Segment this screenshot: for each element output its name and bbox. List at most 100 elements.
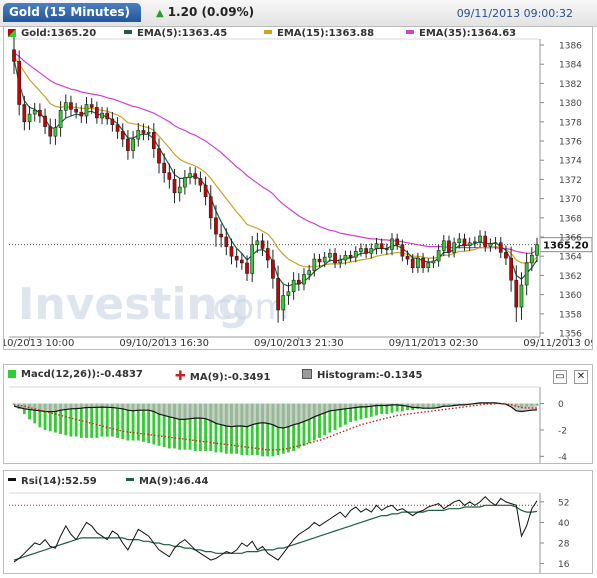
histogram-bar (38, 403, 42, 428)
candle-body (447, 240, 451, 253)
histogram-swatch-icon (302, 369, 312, 379)
candle-body (535, 244, 539, 256)
candle-body (157, 148, 161, 164)
candle-body (390, 238, 394, 250)
candle-body (214, 217, 218, 235)
candle-body (53, 127, 58, 137)
y-tick-label: 1386 (559, 42, 582, 52)
histogram-bar (188, 403, 192, 450)
legend-histogram-label: Histogram:-0.1345 (317, 370, 423, 381)
candle-body (488, 243, 493, 247)
candle-body (198, 178, 203, 186)
legend-histogram: Histogram:-0.1345 (302, 369, 422, 381)
histogram-bar (136, 403, 140, 441)
legend-macd-ma: ✚ MA(9):-0.3491 (175, 369, 270, 384)
candle-body (229, 246, 234, 257)
histogram-bar (162, 403, 166, 448)
candle-body (126, 138, 130, 151)
histogram-bar (110, 403, 114, 437)
candle-body (219, 233, 223, 238)
candle-body (333, 253, 337, 264)
candle-body (328, 253, 332, 258)
candle-body (286, 291, 291, 296)
histogram-bar (100, 403, 104, 437)
candle-body (239, 259, 244, 264)
macd-y-tick-label: -4 (558, 453, 567, 463)
instrument-title[interactable]: Gold (15 Minutes) (3, 3, 141, 22)
histogram-bar (318, 403, 321, 438)
rsi-y-tick-label: 40 (558, 519, 570, 529)
candle-body (281, 295, 286, 311)
candle-body (364, 248, 368, 254)
rsi-y-tick-label: 52 (558, 498, 569, 508)
candle-body (131, 138, 135, 151)
histogram-bar (364, 403, 368, 419)
candle-body (69, 102, 73, 110)
macd-y-tick-label: 0 (558, 400, 564, 410)
candle-body (509, 257, 513, 281)
histogram-bar (43, 403, 47, 430)
histogram-bar (142, 403, 145, 442)
histogram-bar (193, 403, 197, 452)
plus-icon: ✚ (175, 369, 186, 384)
ema5-swatch-icon (124, 30, 132, 34)
candle-body (359, 248, 363, 252)
macd-area (14, 402, 537, 428)
histogram-bar (69, 403, 73, 437)
histogram-bar (48, 403, 52, 432)
histogram-bar (297, 403, 301, 449)
macd-close-button[interactable]: ✕ (574, 370, 588, 384)
candle-body (100, 112, 104, 119)
macd-swatch-icon (8, 370, 16, 378)
candle-body (317, 258, 322, 263)
candle-body (32, 109, 37, 115)
histogram-bar (121, 403, 125, 440)
candle-body (188, 173, 192, 178)
price-chart[interactable]: Investing .com 1365.20 1356 1358 1360 1362 1… (4, 27, 592, 349)
candle-body (514, 279, 519, 308)
histogram-bar (395, 403, 399, 412)
macd-restore-button[interactable]: ▭ (553, 370, 567, 384)
x-tick-label: 09/10/2013 16:30 (119, 338, 209, 349)
legend-ema15-label: EMA(15):1363.88 (277, 28, 375, 39)
histogram-bar (369, 403, 373, 417)
histogram-bar (95, 403, 99, 438)
candle-body (38, 109, 42, 117)
candle-body (203, 184, 208, 197)
histogram-bar (385, 403, 389, 415)
rsi-chart[interactable]: 52 40 28 16 (4, 471, 592, 573)
rsi-y-tick-label: 28 (558, 540, 570, 550)
candle-body (343, 254, 348, 261)
histogram-bar (167, 403, 171, 449)
histogram-bar (90, 403, 94, 438)
candle-body (63, 102, 68, 111)
candle-body (115, 124, 120, 132)
x-tick-label: 09/10/2013 21:30 (254, 338, 344, 349)
candle-body (462, 238, 467, 246)
candle-body (457, 238, 462, 244)
y-tick-label: 1380 (559, 99, 582, 109)
legend-ema15: EMA(15):1363.88 (264, 28, 374, 39)
candle-body (348, 254, 353, 258)
legend-price-label: Gold:1365.20 (21, 28, 97, 39)
histogram-bar (333, 403, 337, 430)
candle-body (276, 277, 280, 311)
price-change-value: 1.20 (0.09%) (167, 5, 255, 19)
histogram-bar (79, 403, 83, 438)
candle-body (234, 255, 239, 261)
histogram-bar (494, 403, 497, 405)
legend-ema5-label: EMA(5):1363.45 (137, 28, 228, 39)
candle-body (74, 109, 78, 113)
candle-body (384, 248, 389, 250)
y-tick-label: 1384 (559, 61, 582, 71)
candle-body (374, 243, 379, 249)
histogram-bar (224, 403, 228, 454)
macd-chart[interactable]: 0 -2 -4 (4, 365, 592, 463)
rsi-swatch-icon (8, 478, 16, 481)
candle-body (183, 177, 187, 188)
rsi-ma-line (13, 504, 538, 561)
histogram-bar (183, 403, 187, 450)
y-tick-label: 1372 (559, 176, 582, 186)
close-icon: ✕ (576, 371, 586, 382)
histogram-bar (406, 403, 409, 411)
